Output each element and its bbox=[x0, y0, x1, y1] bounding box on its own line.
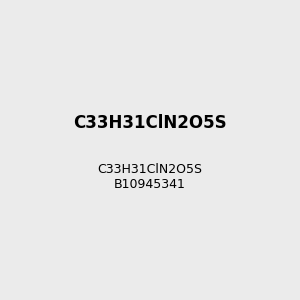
Text: C33H31ClN2O5S: C33H31ClN2O5S bbox=[73, 114, 227, 132]
Text: C33H31ClN2O5S
B10945341: C33H31ClN2O5S B10945341 bbox=[98, 163, 202, 191]
